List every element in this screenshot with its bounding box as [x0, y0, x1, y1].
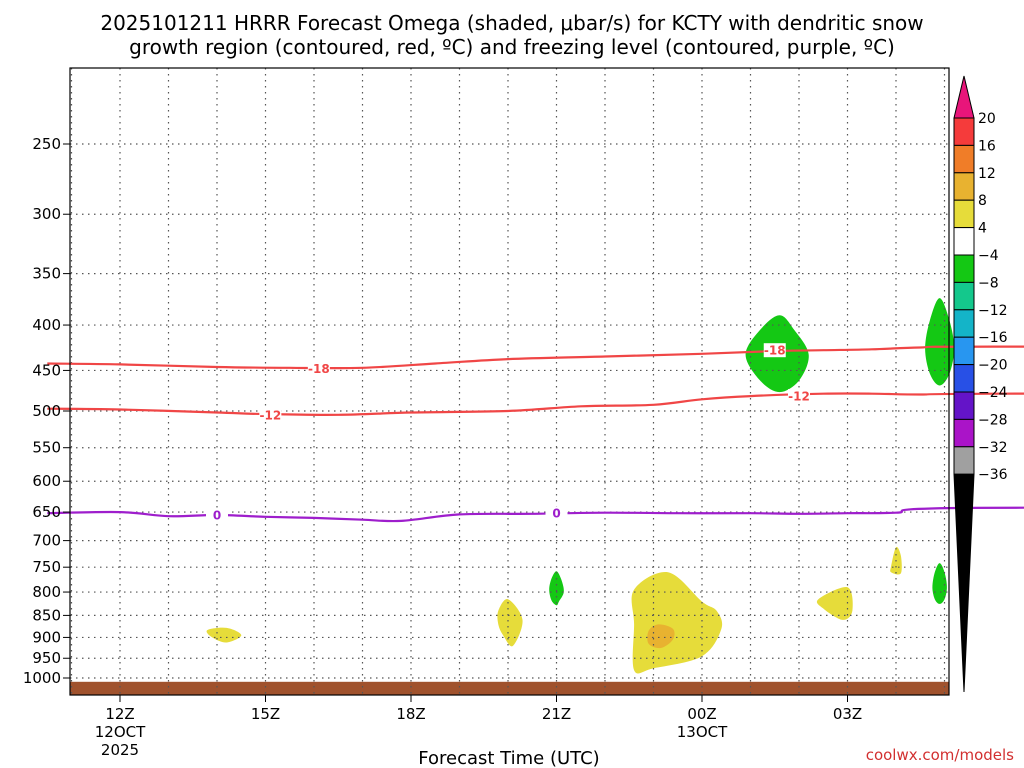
contour-lines: -18 -18 -12 -12 0 0	[47, 343, 1024, 523]
colorbar-segment-10	[953, 391, 975, 420]
colorbar-segment-4	[953, 227, 975, 256]
contour-label-bg--12-0	[259, 407, 282, 422]
y-tick-label-750: 750	[32, 558, 61, 576]
colorbar-segment-2	[953, 172, 975, 201]
contour-label--12-1: -12	[788, 390, 810, 404]
omega-feature-4	[631, 572, 723, 674]
colorbar-segment-0	[953, 117, 975, 146]
x-tick-label-00Z: 00Z	[687, 705, 716, 723]
x-axis-label: Forecast Time (UTC)	[418, 748, 599, 768]
colorbar-label-0: 20	[978, 111, 996, 127]
contour-line--18	[47, 345, 1024, 370]
y-tick-label-250: 250	[32, 135, 61, 153]
omega-feature-6	[206, 627, 242, 643]
y-tick-label-300: 300	[32, 205, 61, 223]
colorbar-label-13: −36	[978, 467, 1008, 483]
colorbar-label-12: −32	[978, 440, 1008, 456]
chart-title-line2: growth region (contoured, red, ºC) and f…	[129, 35, 895, 59]
credit-text: coolwx.com/models	[866, 746, 1014, 764]
colorbar-label-5: −4	[978, 248, 999, 264]
omega-feature-3	[932, 563, 947, 604]
contour-label-bg-0-0	[206, 508, 228, 523]
colorbar-segment-1	[953, 144, 975, 174]
colorbar-segment-3	[953, 199, 975, 229]
y-tick-label-800: 800	[32, 583, 61, 601]
y-tick-label-600: 600	[32, 472, 61, 490]
x-tick-label-12Z: 12Z	[105, 705, 134, 723]
x-tick-date-12Z: 12OCT	[95, 723, 146, 741]
omega-feature-1	[925, 298, 955, 386]
contour-label--18-1: -18	[764, 344, 786, 358]
omega-feature-2	[549, 571, 564, 606]
x-tick-label-21Z: 21Z	[542, 705, 571, 723]
y-axis-ticks: 250 300 350 400 450 500 550 600 650 700 750 800 850 9…	[23, 135, 70, 687]
colorbar-segment-8	[953, 336, 975, 366]
colorbar: 20 16 12 8 4 −4 −8 −12 −16 −20 −24 −28 −32 −36	[953, 75, 1008, 693]
contour-label-0-0: 0	[213, 509, 221, 523]
colorbar-label-10: −24	[978, 385, 1008, 401]
colorbar-label-4: 4	[978, 221, 987, 237]
colorbar-segment-9	[953, 364, 975, 393]
omega-feature-8	[816, 586, 853, 620]
contour-label--12-0: -12	[260, 408, 282, 422]
colorbar-segment-7	[953, 309, 975, 338]
terrain-layer	[70, 681, 949, 695]
colorbar-arrow-bottom	[953, 473, 975, 693]
y-tick-label-400: 400	[32, 316, 61, 334]
y-tick-label-900: 900	[32, 628, 61, 646]
colorbar-label-7: −12	[978, 303, 1008, 319]
y-tick-label-950: 950	[32, 649, 61, 667]
colorbar-label-3: 8	[978, 193, 987, 209]
y-tick-label-350: 350	[32, 265, 61, 283]
colorbar-label-2: 12	[978, 166, 996, 182]
contour-line--12	[47, 392, 1024, 416]
contour-label-bg--18-0	[307, 361, 330, 376]
chart-title-line1: 2025101211 HRRR Forecast Omega (shaded, …	[100, 11, 923, 35]
plot-frame	[69, 67, 950, 696]
omega-shading	[206, 298, 955, 674]
grid-lines	[70, 68, 949, 695]
colorbar-arrow-top	[953, 75, 975, 119]
colorbar-label-1: 16	[978, 138, 996, 154]
omega-feature-5	[647, 624, 675, 649]
y-tick-label-700: 700	[32, 532, 61, 550]
colorbar-label-6: −8	[978, 275, 999, 291]
x-tick-label-03Z: 03Z	[833, 705, 862, 723]
colorbar-label-8: −16	[978, 330, 1008, 346]
contour-label-bg-0-1	[545, 506, 568, 521]
colorbar-label-9: −20	[978, 358, 1008, 374]
y-tick-label-550: 550	[32, 439, 61, 457]
contour-label-bg--18-1	[763, 343, 786, 358]
colorbar-segment-12	[953, 446, 975, 475]
y-tick-label-500: 500	[32, 402, 61, 420]
terrain-band	[70, 681, 949, 695]
contour-label--18-0: -18	[308, 362, 330, 376]
colorbar-segment-6	[953, 281, 975, 311]
x-tick-label-15Z: 15Z	[251, 705, 280, 723]
x-tick-label-18Z: 18Z	[396, 705, 425, 723]
y-tick-label-1000: 1000	[23, 669, 61, 687]
x-tick-date-00Z: 13OCT	[677, 723, 728, 741]
colorbar-segment-11	[953, 418, 975, 448]
contour-label-0-1: 0	[552, 507, 560, 521]
contour-label-bg--12-1	[788, 389, 810, 404]
x-tick-year-12Z: 2025	[101, 741, 139, 759]
colorbar-segment-5	[953, 254, 975, 283]
omega-feature-7	[497, 599, 523, 647]
y-tick-label-850: 850	[32, 606, 61, 624]
colorbar-label-11: −28	[978, 412, 1008, 428]
y-tick-label-450: 450	[32, 361, 61, 379]
y-tick-label-650: 650	[32, 503, 61, 521]
